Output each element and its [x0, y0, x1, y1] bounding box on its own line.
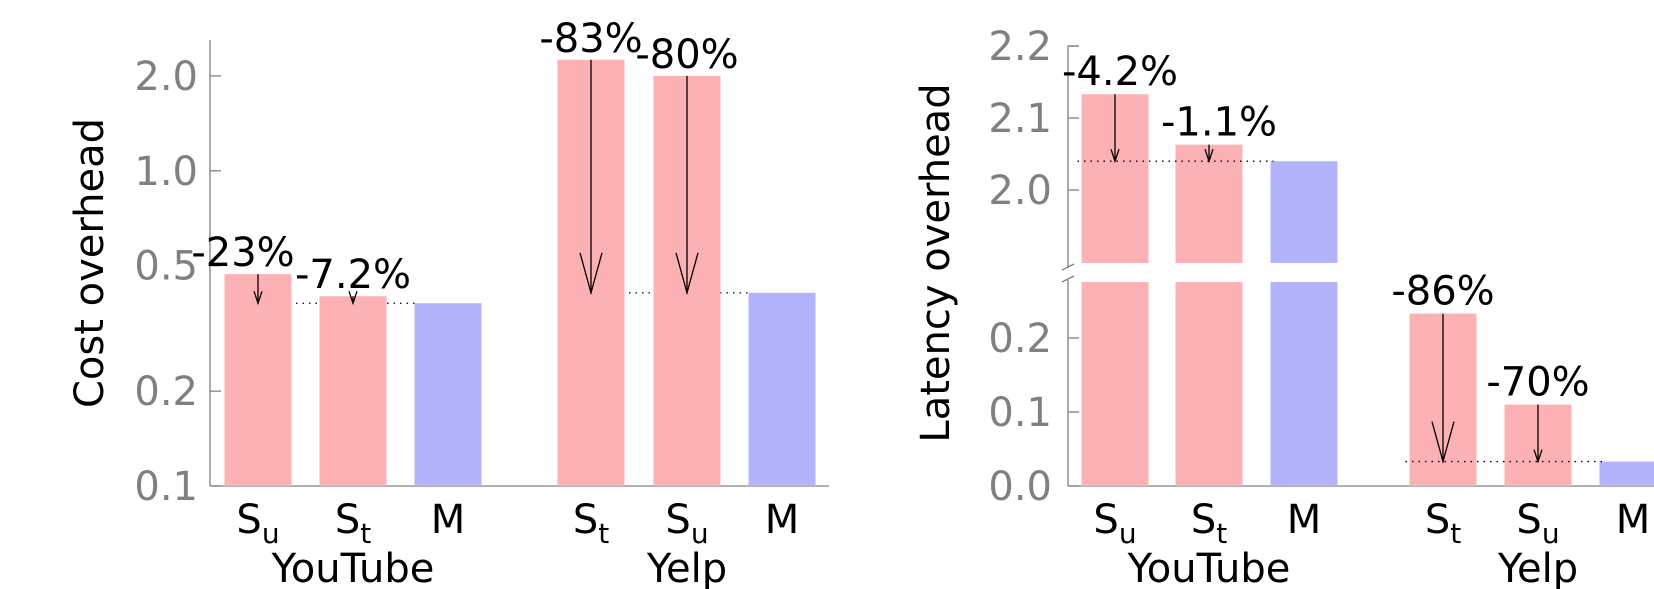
x-tick-label: M [765, 497, 800, 543]
x-tick-label-subscript: u [1542, 517, 1560, 550]
data-label: -70% [1486, 360, 1589, 406]
x-tick-label: M [1616, 497, 1651, 543]
group-label: Yelp [1497, 546, 1578, 589]
bar-group-yelp: St -83% Su -80% M Yelp [539, 16, 816, 589]
data-label: -80% [635, 32, 738, 78]
x-tick-label: Su [1093, 497, 1136, 550]
reduction-arrow-head [348, 291, 358, 306]
x-tick-label: St [573, 497, 609, 550]
x-tick-label: St [1191, 497, 1227, 550]
x-tick-label-base: S [665, 497, 690, 543]
x-tick-label-subscript: t [1450, 517, 1461, 550]
group-label: Yelp [646, 546, 727, 589]
y-tick-label: 2.1 [988, 96, 1052, 142]
reduction-arrow-head [579, 252, 603, 296]
x-tick-label: Su [665, 497, 708, 550]
x-tick-label: M [1287, 497, 1322, 543]
x-tick-label-base: S [236, 497, 261, 543]
bar [414, 303, 482, 486]
x-tick-label-base: S [573, 497, 598, 543]
x-tick-label-subscript: u [1119, 517, 1137, 550]
y-tick-label: 0.1 [134, 464, 198, 510]
bar [1270, 282, 1338, 486]
x-tick-label-subscript: t [598, 517, 609, 550]
axis-break-mark [1061, 263, 1075, 271]
reduction-arrow-head [675, 252, 699, 296]
y-tick-label: 0.1 [988, 390, 1052, 436]
x-tick-label: St [335, 497, 371, 550]
y-tick-label: 2.2 [988, 24, 1052, 70]
x-tick-label: M [431, 497, 466, 543]
y-tick-label: 2.0 [988, 168, 1052, 214]
reduction-arrow-head [1110, 148, 1120, 164]
bar [224, 274, 292, 486]
y-tick-label: 1.0 [134, 149, 198, 195]
axis-break-mark [1061, 275, 1075, 283]
bar [1175, 144, 1243, 263]
data-label: -23% [191, 230, 294, 276]
data-label: -1.1% [1161, 100, 1277, 146]
group-label: YouTube [1127, 546, 1291, 589]
y-tick-label: 0.2 [988, 316, 1052, 362]
x-tick-label: Su [236, 497, 279, 550]
cost-overhead-chart: 0.1 0.2 0.5 1.0 2.0 Cost overhead Su -23% St -7.2… [67, 16, 829, 589]
x-tick-label-base: S [335, 497, 360, 543]
y-tick-label: 0.0 [988, 464, 1052, 510]
bar [1599, 461, 1654, 486]
bar [1175, 282, 1243, 486]
x-tick-label-subscript: u [262, 517, 280, 550]
x-tick-label-base: S [1425, 497, 1450, 543]
data-label: -86% [1391, 269, 1494, 315]
y-axis-label: Latency overhead [913, 83, 959, 442]
x-tick-label: Su [1516, 497, 1559, 550]
data-label: -7.2% [295, 252, 411, 298]
y-tick-label: 2.0 [134, 54, 198, 100]
bar [748, 292, 816, 486]
x-tick-label-base: S [1191, 497, 1216, 543]
x-tick-label-base: S [1093, 497, 1118, 543]
reduction-arrow-head [253, 291, 263, 306]
x-tick-label-base: M [1616, 497, 1651, 543]
x-tick-label-subscript: t [360, 517, 371, 550]
x-tick-label: St [1425, 497, 1461, 550]
y-tick-label: 0.5 [134, 244, 198, 290]
bar [1270, 161, 1338, 263]
x-tick-label-subscript: t [1216, 517, 1227, 550]
x-tick-label-base: M [1287, 497, 1322, 543]
reduction-arrow-head [1204, 148, 1214, 164]
data-label: -4.2% [1062, 49, 1178, 95]
x-tick-label-subscript: u [691, 517, 709, 550]
y-axis-label: Cost overhead [67, 118, 113, 408]
bar [1081, 282, 1149, 486]
latency-overhead-chart: 0.0 0.1 0.2 2.0 2.1 2.2 Latency overhead -4.2% S… [913, 24, 1654, 589]
x-tick-label-base: M [431, 497, 466, 543]
x-tick-label-base: S [1516, 497, 1541, 543]
group-label: YouTube [271, 546, 435, 589]
x-tick-label-base: M [765, 497, 800, 543]
data-label: -83% [539, 16, 642, 62]
reduction-arrow-head [1431, 421, 1455, 465]
bar [319, 296, 387, 486]
y-tick-label: 0.2 [134, 369, 198, 415]
reduction-arrow-head [1533, 449, 1543, 464]
